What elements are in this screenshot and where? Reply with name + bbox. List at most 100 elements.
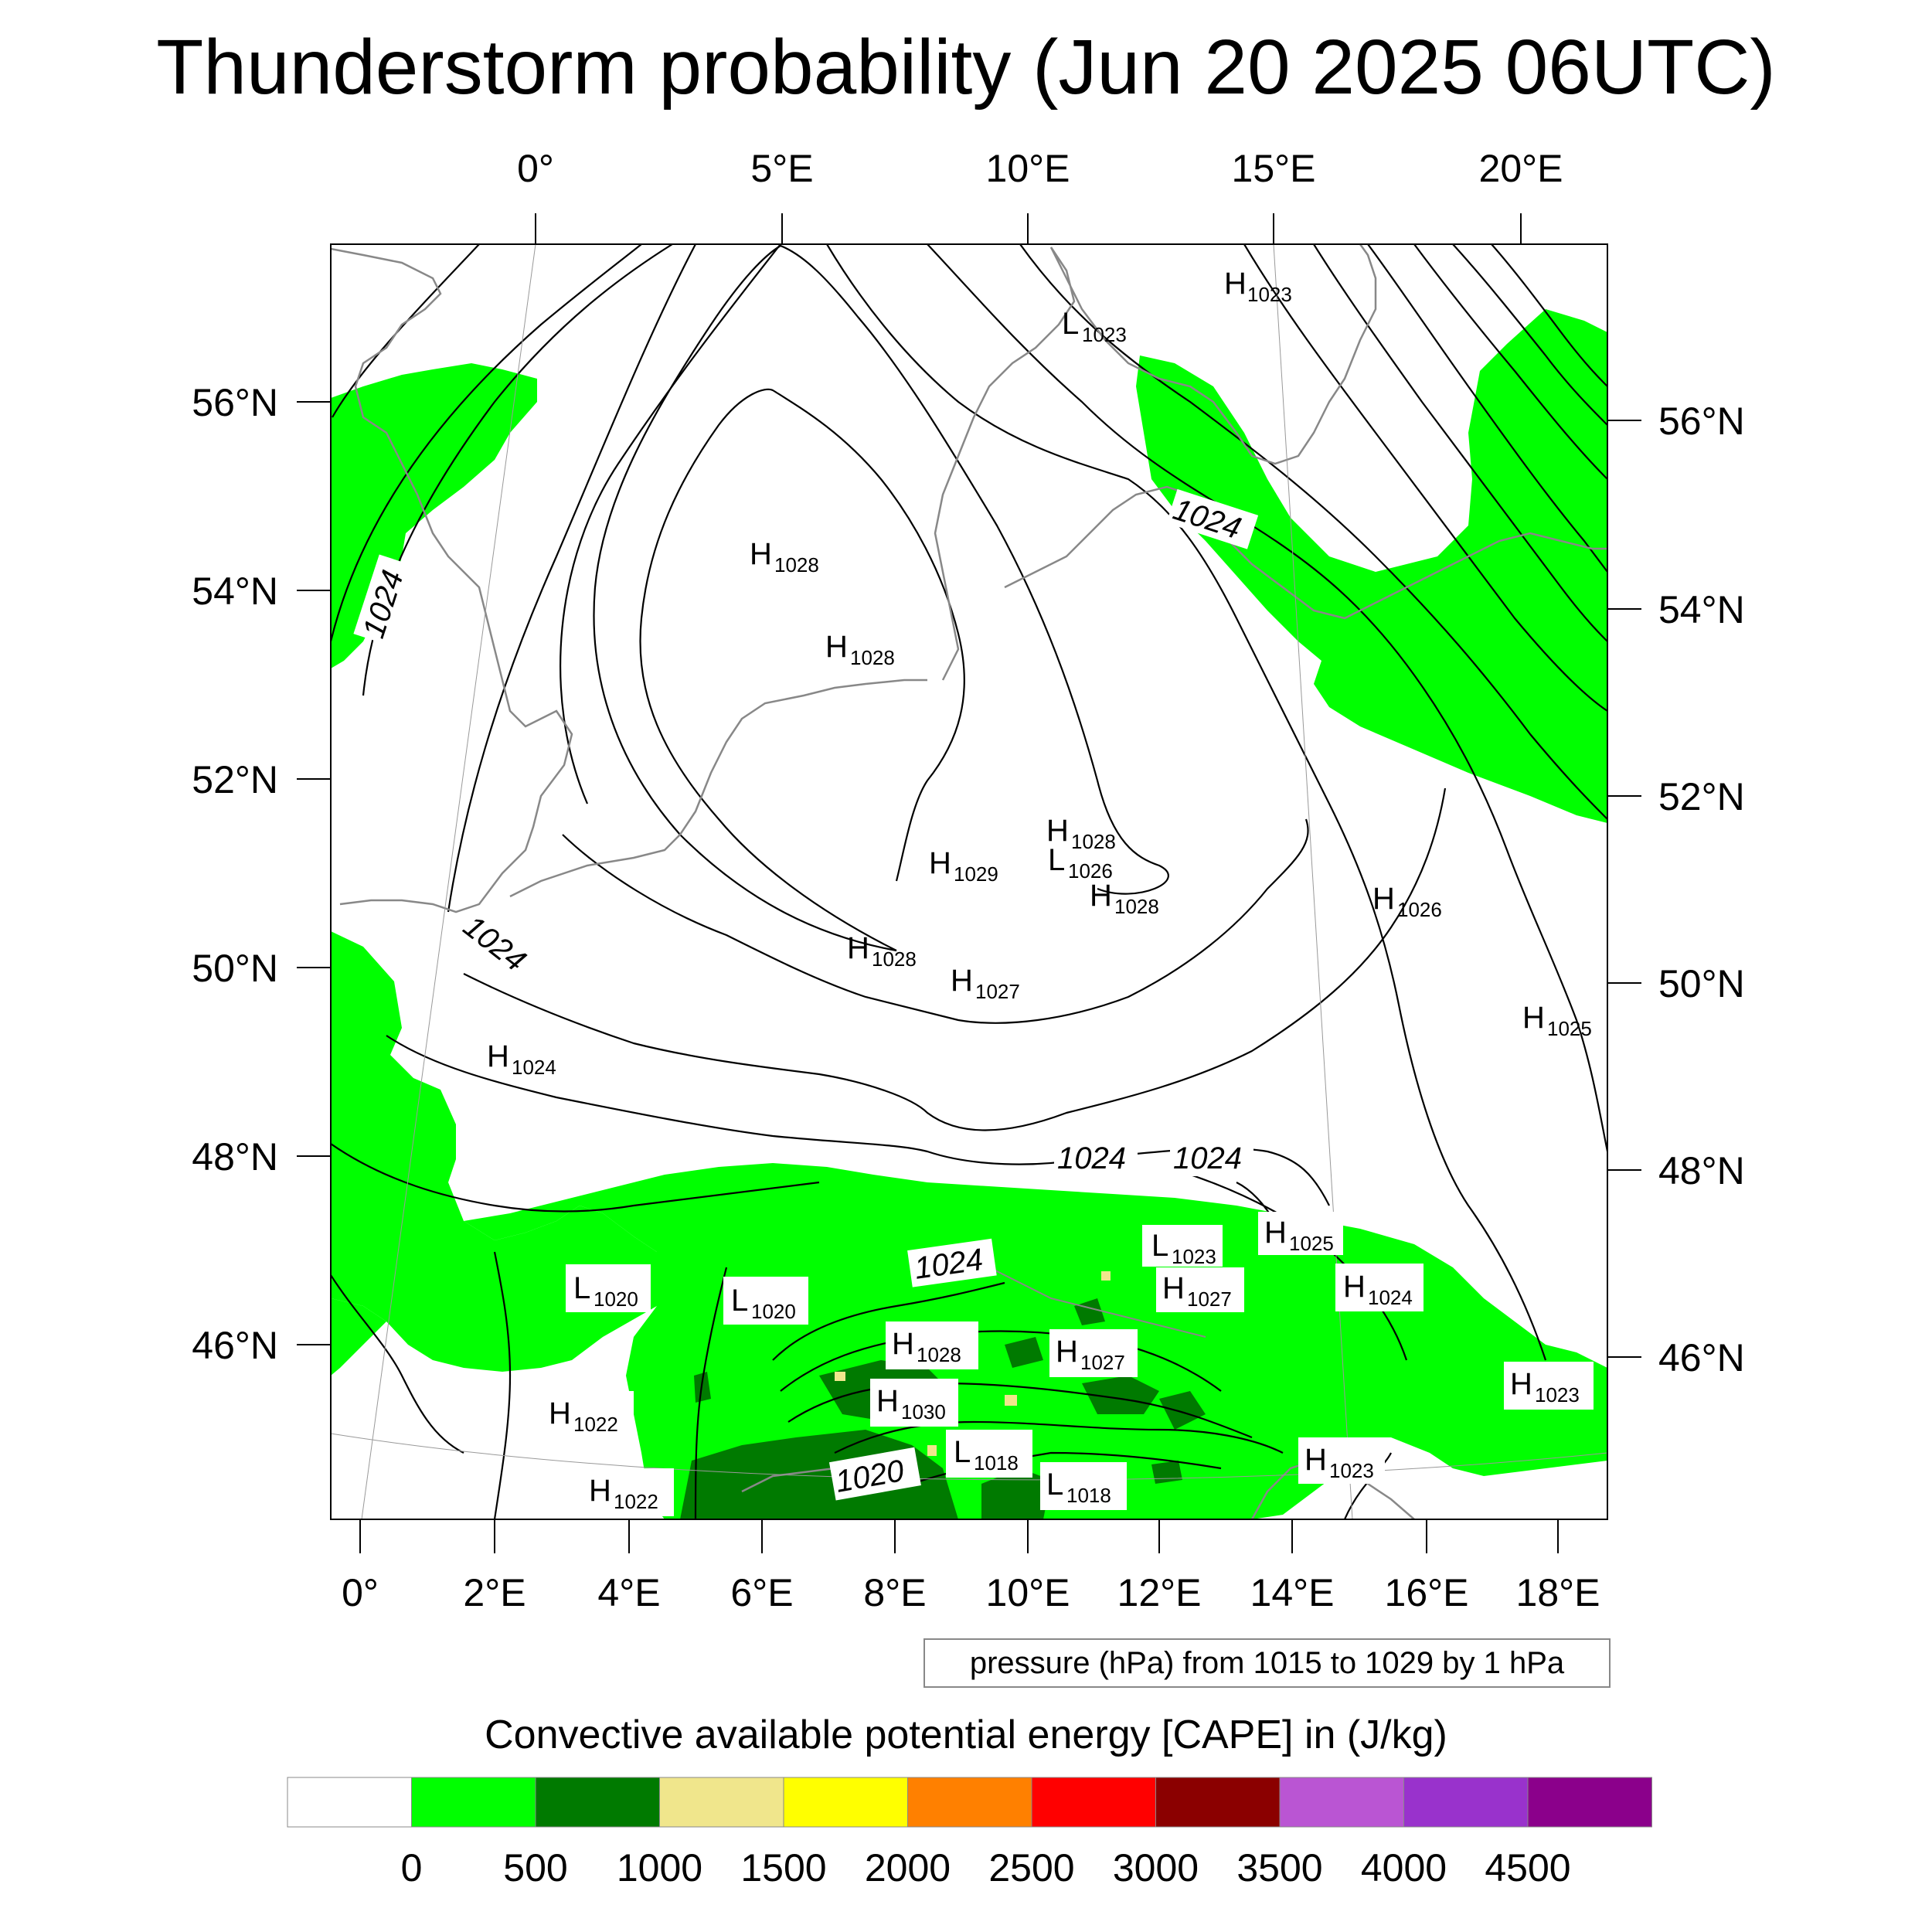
svg-text:H: H bbox=[750, 537, 772, 571]
svg-text:H: H bbox=[589, 1474, 611, 1508]
isobar bbox=[694, 1267, 728, 1519]
top-lon-labels: 0° 5°E 10°E 15°E 20°E bbox=[517, 147, 1563, 190]
pressure-center: L 1023 bbox=[1151, 1229, 1216, 1268]
svg-text:1028: 1028 bbox=[917, 1343, 961, 1366]
legend-swatch bbox=[1403, 1777, 1529, 1828]
pressure-center: H 1027 bbox=[1056, 1335, 1125, 1374]
isobar bbox=[593, 244, 1169, 952]
bottom-lon-label: 16°E bbox=[1385, 1571, 1469, 1614]
svg-text:1020: 1020 bbox=[751, 1300, 796, 1323]
svg-text:1023: 1023 bbox=[1247, 283, 1292, 306]
coastline-uk bbox=[331, 247, 573, 913]
pressure-center: H 1028 bbox=[750, 537, 819, 577]
svg-text:L: L bbox=[1046, 1468, 1063, 1502]
legend-swatch bbox=[287, 1777, 412, 1828]
isobar bbox=[493, 1251, 512, 1519]
bottom-lon-label: 10°E bbox=[986, 1571, 1070, 1614]
svg-text:1028: 1028 bbox=[850, 646, 895, 669]
pressure-center: H 1024 bbox=[487, 1039, 556, 1079]
top-lon-label: 15°E bbox=[1232, 147, 1316, 190]
legend-swatch bbox=[411, 1777, 536, 1828]
svg-text:1028: 1028 bbox=[774, 553, 819, 577]
svg-text:H: H bbox=[1510, 1367, 1532, 1401]
bottom-lon-label: 12°E bbox=[1117, 1571, 1202, 1614]
svg-text:1025: 1025 bbox=[1547, 1017, 1592, 1040]
legend-label: 1000 bbox=[617, 1846, 702, 1889]
legend-swatch bbox=[1031, 1777, 1156, 1828]
isobar bbox=[1491, 244, 1607, 387]
isobar bbox=[826, 244, 1547, 1361]
bottom-lon-label: 2°E bbox=[463, 1571, 526, 1614]
pressure-center: H 1027 bbox=[1162, 1271, 1232, 1311]
right-lat-label: 56°N bbox=[1658, 400, 1745, 443]
isobar bbox=[562, 818, 1309, 1024]
svg-text:1023: 1023 bbox=[1172, 1245, 1216, 1268]
bottom-lon-label: 14°E bbox=[1250, 1571, 1335, 1614]
legend-label: 3000 bbox=[1113, 1846, 1199, 1889]
cape-dark-patch bbox=[1159, 1391, 1206, 1430]
pressure-center: L 1023 bbox=[1062, 307, 1127, 346]
left-lat-label: 52°N bbox=[192, 758, 278, 801]
svg-text:H: H bbox=[1522, 1001, 1545, 1035]
meridian-0 bbox=[361, 244, 536, 1519]
pressure-center: H 1026 bbox=[1372, 882, 1442, 921]
svg-text:1023: 1023 bbox=[1329, 1459, 1374, 1482]
left-lat-labels: 56°N 54°N 52°N 50°N 48°N 46°N bbox=[192, 381, 278, 1367]
isobar bbox=[463, 787, 1447, 1131]
isobar-label: 1024 bbox=[1173, 1141, 1242, 1175]
pressure-center: H 1028 bbox=[1046, 814, 1116, 853]
cape-region-south-west-edge bbox=[331, 1298, 386, 1376]
coastline-denmark bbox=[934, 247, 1076, 681]
isobar bbox=[1367, 244, 1607, 573]
left-lat-axis bbox=[297, 401, 331, 1345]
pressure-center: H 1025 bbox=[1264, 1216, 1334, 1255]
bottom-lon-labels: 0° 2°E 4°E 6°E 8°E 10°E 12°E 14°E 16°E 1… bbox=[342, 1571, 1600, 1614]
isobar bbox=[560, 244, 781, 804]
top-lon-label: 20°E bbox=[1479, 147, 1563, 190]
pressure-center: H 1028 bbox=[892, 1327, 961, 1366]
pressure-center: L 1020 bbox=[731, 1284, 796, 1323]
svg-text:1020: 1020 bbox=[594, 1287, 638, 1311]
cape-dark-patch bbox=[694, 1372, 711, 1403]
legend-label: 1500 bbox=[740, 1846, 826, 1889]
right-lat-label: 48°N bbox=[1658, 1149, 1745, 1192]
legend-label: 3500 bbox=[1236, 1846, 1322, 1889]
cape-khaki-spot bbox=[1101, 1271, 1111, 1281]
right-lat-label: 52°N bbox=[1658, 775, 1745, 818]
map-title: Thunderstorm probability (Jun 20 2025 06… bbox=[156, 24, 1776, 111]
coastline-netherlands bbox=[509, 679, 927, 898]
isobar bbox=[1413, 244, 1607, 480]
cape-khaki-spot bbox=[927, 1445, 937, 1456]
bottom-lon-label: 4°E bbox=[597, 1571, 660, 1614]
left-lat-label: 46°N bbox=[192, 1324, 278, 1367]
cape-region-west bbox=[331, 931, 657, 1372]
cape-region-northeast bbox=[1136, 309, 1607, 823]
svg-text:1028: 1028 bbox=[872, 947, 917, 971]
isobar bbox=[772, 1281, 1005, 1361]
left-lat-label: 56°N bbox=[192, 381, 278, 424]
svg-text:H: H bbox=[892, 1327, 914, 1361]
legend-swatch bbox=[1279, 1777, 1404, 1828]
svg-text:L: L bbox=[731, 1284, 748, 1318]
bottom-lon-label: 0° bbox=[342, 1571, 379, 1614]
svg-text:1018: 1018 bbox=[1066, 1484, 1111, 1507]
isobar bbox=[1019, 244, 1607, 820]
isobar bbox=[927, 244, 1607, 1152]
svg-text:H: H bbox=[1372, 882, 1395, 916]
cape-dark-patch bbox=[1151, 1461, 1182, 1484]
cape-khaki-spot bbox=[1005, 1395, 1017, 1406]
legend-label: 4500 bbox=[1485, 1846, 1570, 1889]
cape-khaki-layer bbox=[835, 1271, 1111, 1456]
svg-text:1023: 1023 bbox=[1082, 323, 1127, 346]
coastline-italy-north bbox=[741, 1467, 835, 1493]
svg-text:1024: 1024 bbox=[512, 1056, 556, 1079]
svg-text:H: H bbox=[825, 630, 848, 664]
pressure-center: H 1025 bbox=[1522, 1001, 1592, 1040]
isobar bbox=[1243, 244, 1607, 712]
svg-text:H: H bbox=[951, 964, 973, 998]
top-lon-label: 5°E bbox=[750, 147, 813, 190]
svg-text:1028: 1028 bbox=[1114, 895, 1159, 918]
bottom-lon-label: 6°E bbox=[730, 1571, 793, 1614]
svg-text:1022: 1022 bbox=[573, 1413, 618, 1436]
